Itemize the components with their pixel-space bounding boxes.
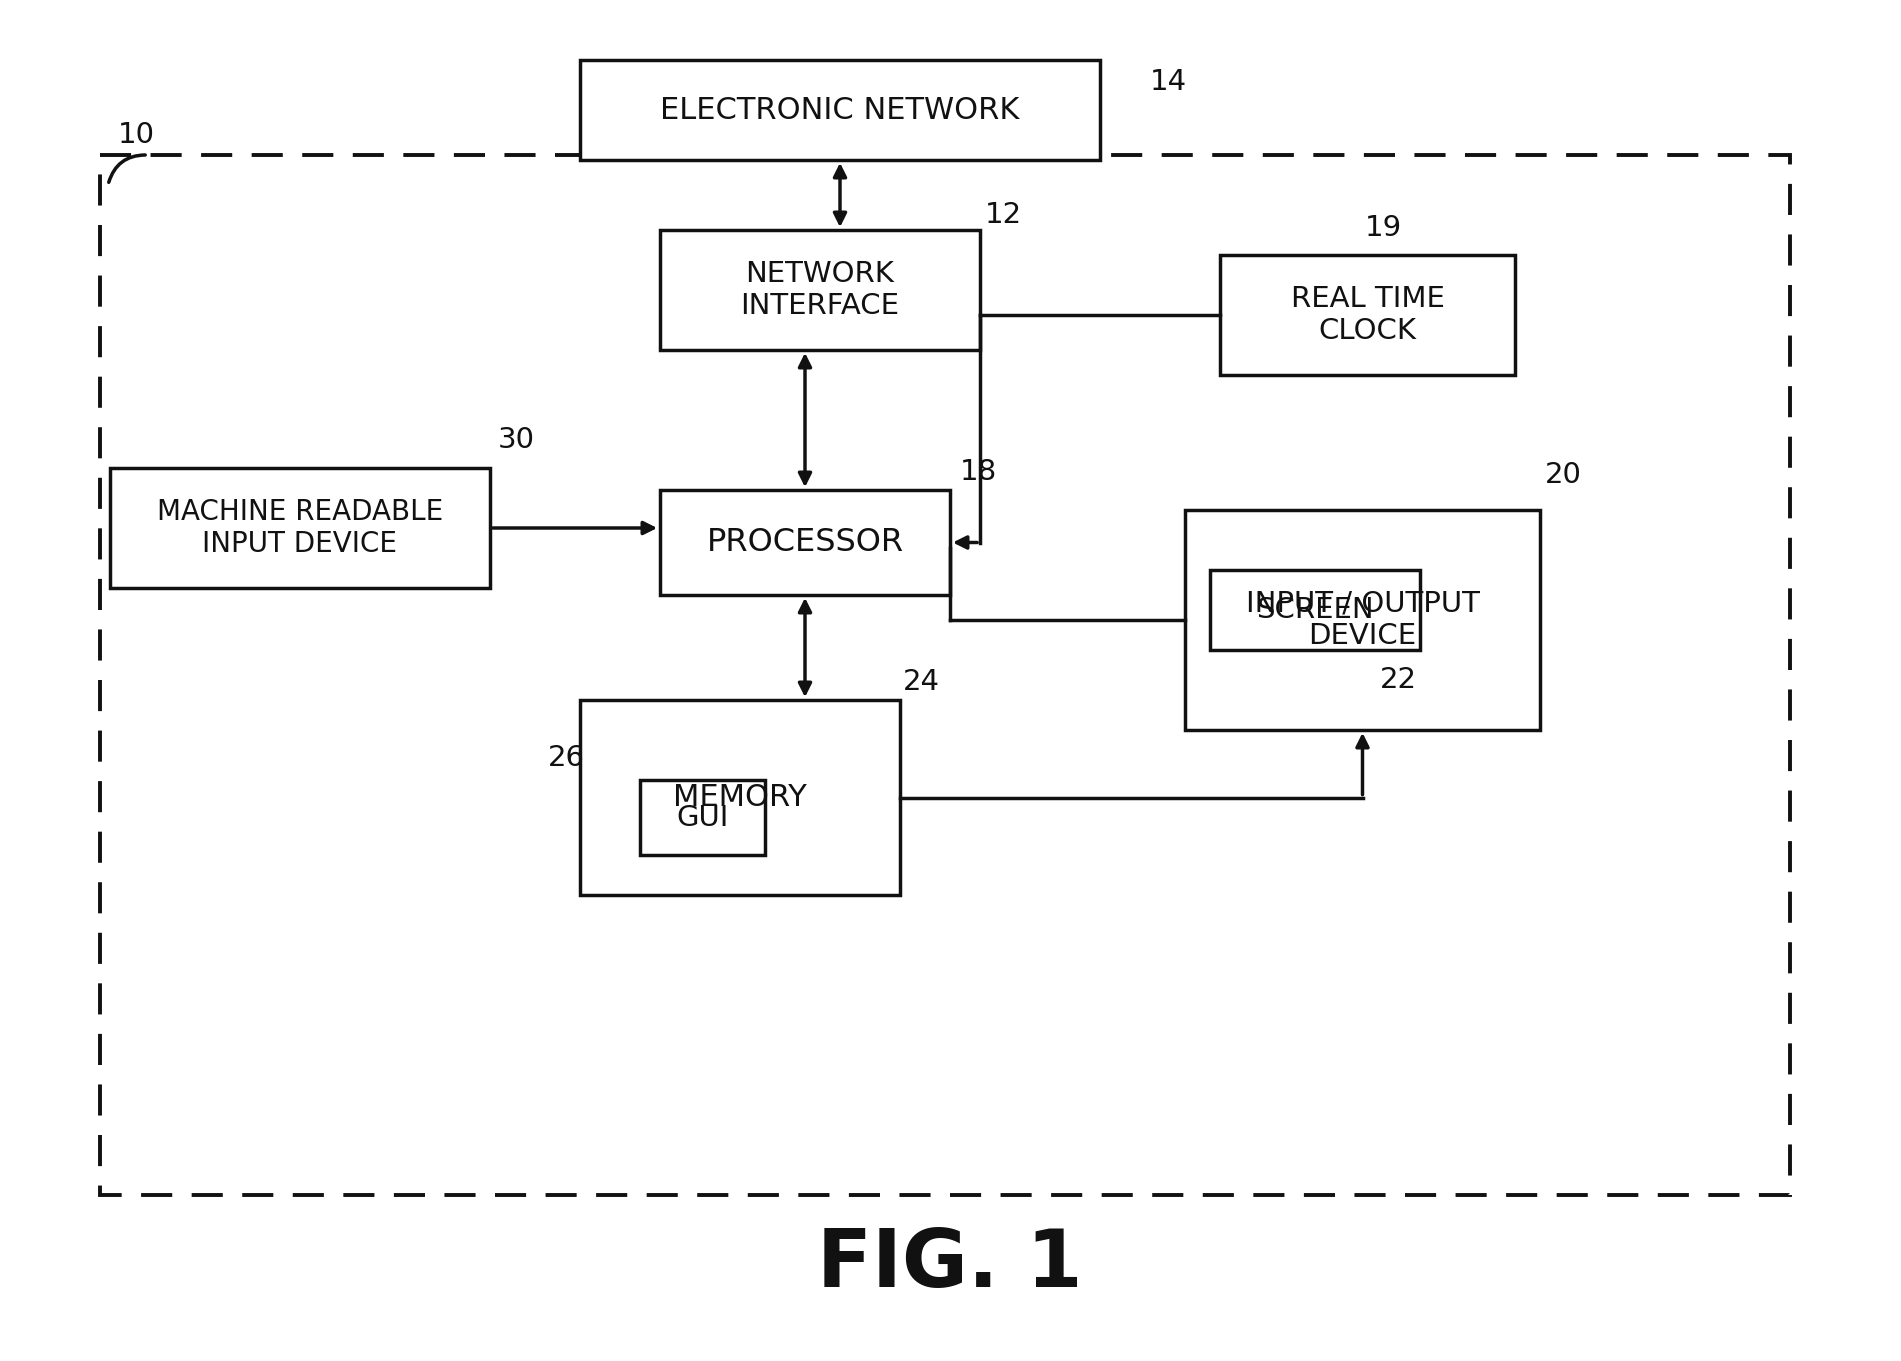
Text: 30: 30 [498, 426, 534, 455]
Bar [1184, 510, 1540, 729]
Text: 18: 18 [960, 459, 998, 486]
Bar [1211, 570, 1420, 651]
Bar [110, 468, 490, 588]
Text: 22: 22 [1380, 666, 1416, 694]
Text: 20: 20 [1546, 461, 1582, 489]
Text: NETWORK
INTERFACE: NETWORK INTERFACE [741, 260, 899, 320]
Bar [580, 60, 1101, 161]
Bar [101, 155, 1791, 1195]
Text: 12: 12 [985, 201, 1023, 229]
Bar [660, 490, 950, 595]
Text: 10: 10 [118, 121, 156, 148]
Text: 19: 19 [1365, 214, 1403, 242]
Bar [641, 780, 764, 855]
Text: REAL TIME
CLOCK: REAL TIME CLOCK [1291, 284, 1445, 346]
Text: 24: 24 [903, 668, 939, 695]
Text: 14: 14 [1150, 68, 1186, 97]
Text: MEMORY: MEMORY [673, 783, 806, 813]
Bar [580, 700, 899, 896]
Text: MACHINE READABLE
INPUT DEVICE: MACHINE READABLE INPUT DEVICE [158, 498, 443, 558]
Text: PROCESSOR: PROCESSOR [707, 527, 903, 558]
Text: INPUT / OUTPUT
DEVICE: INPUT / OUTPUT DEVICE [1245, 589, 1479, 651]
Bar [660, 230, 981, 350]
Text: SCREEN: SCREEN [1257, 596, 1374, 623]
Text: 26: 26 [547, 744, 586, 772]
Bar [1220, 255, 1515, 376]
Text: GUI: GUI [677, 803, 728, 832]
Text: ELECTRONIC NETWORK: ELECTRONIC NETWORK [660, 95, 1019, 124]
Text: FIG. 1: FIG. 1 [817, 1226, 1084, 1304]
